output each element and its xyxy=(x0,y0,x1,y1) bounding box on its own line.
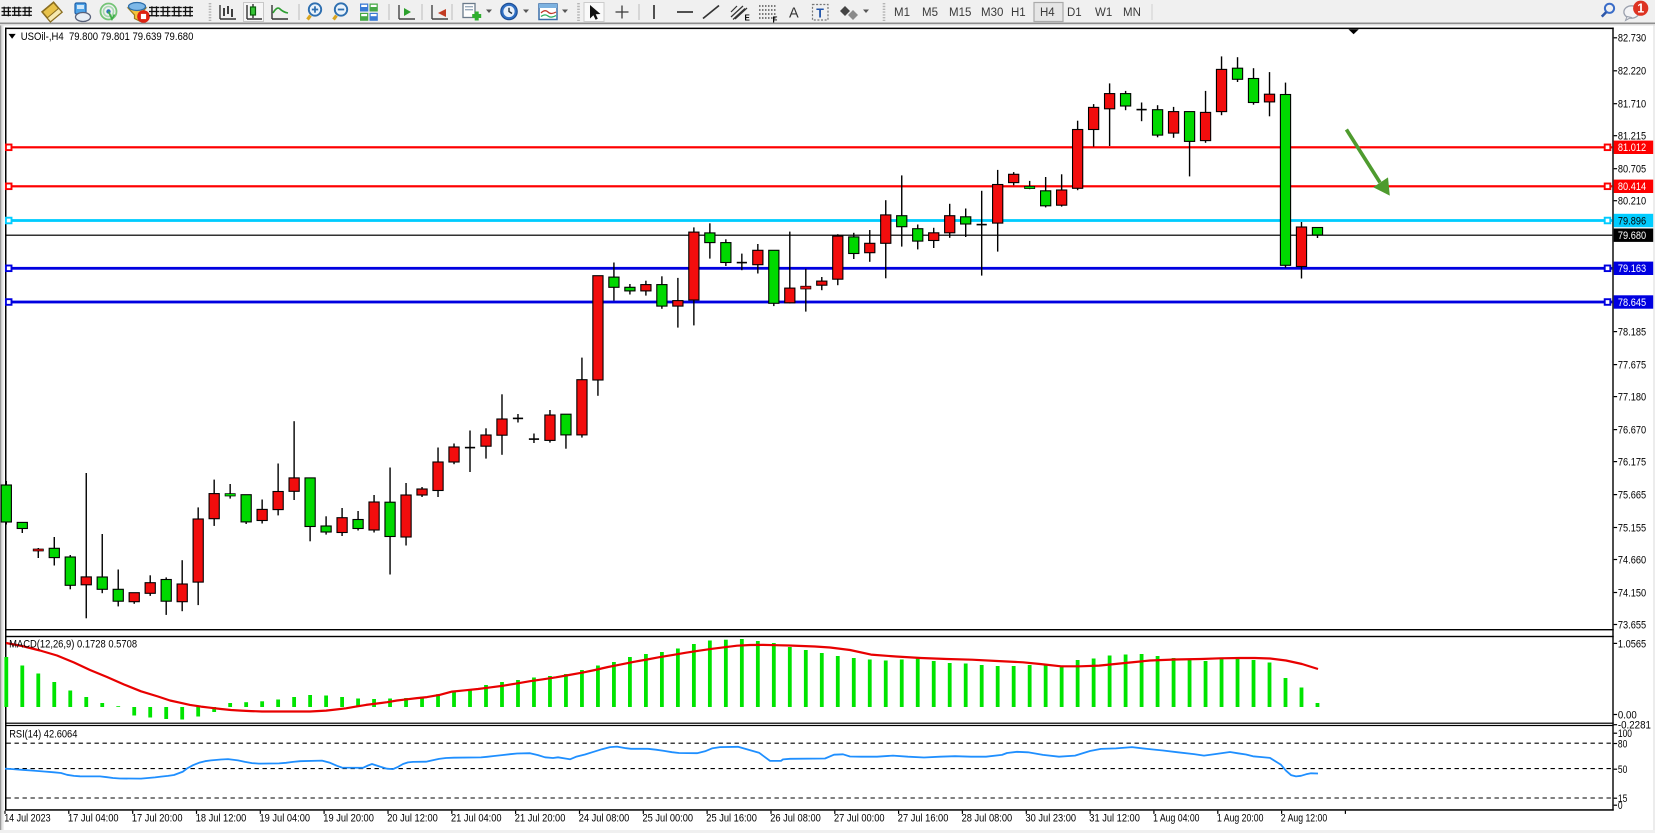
svg-text:30 Jul 23:00: 30 Jul 23:00 xyxy=(1026,812,1077,824)
svg-text:RSI(14) 42.6064: RSI(14) 42.6064 xyxy=(9,728,77,740)
svg-text:M5: M5 xyxy=(922,7,938,19)
svg-text:T: T xyxy=(816,6,824,20)
svg-text:80.414: 80.414 xyxy=(1618,181,1646,193)
svg-text:14 Jul 2023: 14 Jul 2023 xyxy=(4,812,50,824)
svg-text:21 Jul 04:00: 21 Jul 04:00 xyxy=(451,812,502,824)
svg-text:2 Aug 12:00: 2 Aug 12:00 xyxy=(1281,812,1327,824)
svg-text:25 Jul 00:00: 25 Jul 00:00 xyxy=(643,812,694,824)
svg-text:1 Aug 04:00: 1 Aug 04:00 xyxy=(1153,812,1199,824)
svg-text:79.896: 79.896 xyxy=(1618,215,1646,227)
svg-text:F: F xyxy=(773,16,778,25)
svg-text:78.645: 78.645 xyxy=(1618,297,1646,309)
svg-text:77.675: 77.675 xyxy=(1618,360,1646,372)
svg-text:27 Jul 16:00: 27 Jul 16:00 xyxy=(898,812,949,824)
svg-text:80.705: 80.705 xyxy=(1618,164,1646,176)
svg-text:MN: MN xyxy=(1123,7,1141,19)
svg-text:MACD(12,26,9) 0.1728 0.5708: MACD(12,26,9) 0.1728 0.5708 xyxy=(9,638,137,650)
svg-text:76.670: 76.670 xyxy=(1618,425,1646,437)
svg-text:74.150: 74.150 xyxy=(1618,587,1646,599)
svg-text:81.710: 81.710 xyxy=(1618,99,1646,111)
svg-text:26 Jul 08:00: 26 Jul 08:00 xyxy=(770,812,821,824)
svg-text:M1: M1 xyxy=(894,7,910,19)
svg-text:25 Jul 16:00: 25 Jul 16:00 xyxy=(706,812,757,824)
svg-text:15: 15 xyxy=(1618,793,1627,805)
svg-text:24 Jul 08:00: 24 Jul 08:00 xyxy=(579,812,630,824)
svg-text:73.655: 73.655 xyxy=(1618,619,1646,631)
svg-text:1.0565: 1.0565 xyxy=(1618,638,1646,650)
svg-text:W1: W1 xyxy=(1095,7,1112,19)
svg-text:H1: H1 xyxy=(1011,7,1026,19)
svg-text:A: A xyxy=(789,6,799,22)
svg-text:82.730: 82.730 xyxy=(1618,33,1646,45)
svg-text:100: 100 xyxy=(1618,728,1632,740)
svg-text:H4: H4 xyxy=(1040,7,1055,19)
svg-text:77.180: 77.180 xyxy=(1618,392,1646,404)
svg-text:19 Jul 04:00: 19 Jul 04:00 xyxy=(260,812,311,824)
svg-text:81.012: 81.012 xyxy=(1618,142,1646,154)
svg-text:50: 50 xyxy=(1618,764,1627,776)
svg-text:82.220: 82.220 xyxy=(1618,66,1646,78)
svg-text:18 Jul 12:00: 18 Jul 12:00 xyxy=(196,812,247,824)
svg-text:M30: M30 xyxy=(981,7,1003,19)
svg-text:-0.2281: -0.2281 xyxy=(1618,720,1651,732)
svg-text:27 Jul 00:00: 27 Jul 00:00 xyxy=(834,812,885,824)
svg-text:81.215: 81.215 xyxy=(1618,131,1646,143)
svg-text:31 Jul 12:00: 31 Jul 12:00 xyxy=(1089,812,1140,824)
svg-text:19 Jul 20:00: 19 Jul 20:00 xyxy=(323,812,374,824)
svg-text:79.163: 79.163 xyxy=(1618,263,1646,275)
svg-text:M15: M15 xyxy=(949,7,971,19)
svg-text:80: 80 xyxy=(1618,738,1627,750)
svg-text:USOil-,H4 79.800 79.801 79.63: USOil-,H4 79.800 79.801 79.639 79.680 xyxy=(21,31,194,43)
svg-text:17 Jul 04:00: 17 Jul 04:00 xyxy=(68,812,119,824)
svg-text:75.155: 75.155 xyxy=(1618,522,1646,534)
svg-text:0.00: 0.00 xyxy=(1618,709,1637,721)
svg-text:1 Aug 20:00: 1 Aug 20:00 xyxy=(1217,812,1263,824)
svg-text:79.680: 79.680 xyxy=(1618,230,1646,242)
svg-text:75.665: 75.665 xyxy=(1618,490,1646,502)
svg-text:0: 0 xyxy=(1618,800,1623,812)
svg-text:80.210: 80.210 xyxy=(1618,196,1646,208)
svg-text:D1: D1 xyxy=(1067,7,1082,19)
svg-text:1: 1 xyxy=(1637,2,1644,16)
svg-text:76.175: 76.175 xyxy=(1618,457,1646,469)
svg-text:17 Jul 20:00: 17 Jul 20:00 xyxy=(132,812,183,824)
svg-text:E: E xyxy=(745,14,751,23)
svg-text:21 Jul 20:00: 21 Jul 20:00 xyxy=(515,812,566,824)
svg-text:20 Jul 12:00: 20 Jul 12:00 xyxy=(387,812,438,824)
svg-text:28 Jul 08:00: 28 Jul 08:00 xyxy=(962,812,1013,824)
svg-text:78.185: 78.185 xyxy=(1618,327,1646,339)
svg-text:74.660: 74.660 xyxy=(1618,554,1646,566)
